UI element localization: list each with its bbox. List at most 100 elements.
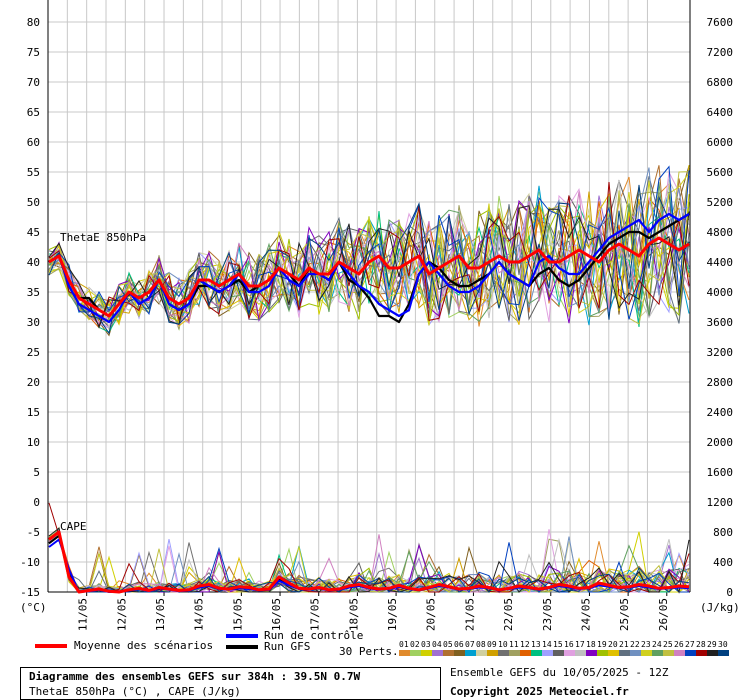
right-tick-label: 2000 — [707, 436, 734, 449]
right-tick-label: 4400 — [707, 256, 734, 269]
pert-color-swatch — [542, 650, 553, 656]
right-tick-label: 5200 — [707, 196, 734, 209]
left-tick-label: 15 — [27, 406, 40, 419]
right-tick-label: 6000 — [707, 136, 734, 149]
pert-color-swatch — [608, 650, 619, 656]
right-axis-unit: (J/kg) — [700, 601, 740, 614]
pert-color-swatch — [399, 650, 410, 656]
cape-annotation: CAPE — [60, 520, 87, 533]
pert-id-label: 17 — [575, 640, 585, 649]
perts-legend-label: 30 Perts. — [339, 645, 399, 658]
pert-id-label: 07 — [465, 640, 475, 649]
copyright: Copyright 2025 Meteociel.fr — [450, 685, 629, 698]
pert-thetae-line — [48, 205, 690, 329]
pert-id-label: 06 — [454, 640, 464, 649]
right-tick-label: 7600 — [707, 16, 734, 29]
left-tick-label: 65 — [27, 106, 40, 119]
thetae-annotation: ThetaE 850hPa — [60, 231, 146, 244]
pert-color-swatch — [674, 650, 685, 656]
pert-color-swatch — [421, 650, 432, 656]
pert-color-swatch — [443, 650, 454, 656]
pert-id-label: 12 — [520, 640, 530, 649]
x-tick-label: 14/05 — [193, 598, 206, 631]
pert-thetae-line — [48, 171, 690, 325]
pert-thetae-line — [48, 184, 690, 335]
pert-id-label: 28 — [696, 640, 706, 649]
pert-color-swatch — [487, 650, 498, 656]
pert-color-swatch — [498, 650, 509, 656]
pert-id-label: 08 — [476, 640, 486, 649]
pert-id-label: 24 — [652, 640, 662, 649]
pert-id-label: 15 — [553, 640, 563, 649]
pert-color-swatch — [553, 650, 564, 656]
x-tick-label: 13/05 — [154, 598, 167, 631]
pert-color-swatch — [476, 650, 487, 656]
x-axis-ticks: 11/05 12/05 13/05 14/05 15/05 16/05 17/05 18/05… — [77, 592, 670, 631]
x-tick-label: 12/05 — [115, 598, 128, 631]
pert-id-label: 14 — [542, 640, 552, 649]
pert-color-swatch — [432, 650, 443, 656]
pert-color-swatch — [564, 650, 575, 656]
left-tick-label: 35 — [27, 286, 40, 299]
left-tick-label: 0 — [33, 496, 40, 509]
left-tick-label: 5 — [33, 466, 40, 479]
pert-id-label: 09 — [487, 640, 497, 649]
gfs-legend-label: Run GFS — [264, 640, 311, 653]
right-tick-label: 1600 — [707, 466, 734, 479]
pert-id-label: 01 — [399, 640, 409, 649]
pert-id-label: 02 — [410, 640, 420, 649]
pert-id-label: 30 — [718, 640, 728, 649]
right-tick-label: 5600 — [707, 166, 734, 179]
left-tick-label: 55 — [27, 166, 40, 179]
right-tick-label: 2400 — [707, 406, 734, 419]
pert-color-swatch — [531, 650, 542, 656]
pert-id-label: 20 — [608, 640, 618, 649]
x-tick-label: 19/05 — [386, 598, 399, 631]
pert-color-swatch — [685, 650, 696, 656]
left-tick-label: 75 — [27, 46, 40, 59]
right-tick-label: 7200 — [707, 46, 734, 59]
right-tick-label: 400 — [713, 556, 733, 569]
pert-color-swatch — [454, 650, 465, 656]
x-tick-label: 17/05 — [309, 598, 322, 631]
left-tick-label: 25 — [27, 346, 40, 359]
pert-color-swatch — [465, 650, 476, 656]
pert-id-label: 22 — [630, 640, 640, 649]
right-tick-label: 4000 — [707, 286, 734, 299]
main-series-lines — [48, 212, 690, 594]
pert-id-label: 26 — [674, 640, 684, 649]
right-tick-label: 4800 — [707, 226, 734, 239]
x-tick-label: 26/05 — [657, 598, 670, 631]
right-tick-label: 6800 — [707, 76, 734, 89]
pert-id-label: 10 — [498, 640, 508, 649]
right-tick-label: 6400 — [707, 106, 734, 119]
left-tick-label: 60 — [27, 136, 40, 149]
left-tick-label: 20 — [27, 376, 40, 389]
pert-id-label: 21 — [619, 640, 629, 649]
x-tick-label: 20/05 — [425, 598, 438, 631]
left-tick-label: 70 — [27, 76, 40, 89]
x-tick-label: 23/05 — [541, 598, 554, 631]
pert-color-swatch — [520, 650, 531, 656]
x-tick-label: 25/05 — [618, 598, 631, 631]
right-tick-label: 1200 — [707, 496, 734, 509]
pert-color-swatch — [696, 650, 707, 656]
x-tick-label: 15/05 — [231, 598, 244, 631]
pert-color-swatch — [630, 650, 641, 656]
control-swatch — [226, 634, 258, 638]
pert-thetae-line — [48, 175, 690, 327]
right-axis-ticks: 7600 7200 6800 6400 6000 5600 5200 4800 4400 4000… — [707, 16, 734, 599]
left-tick-label: 40 — [27, 256, 40, 269]
left-tick-label: 10 — [27, 436, 40, 449]
x-tick-label: 11/05 — [77, 598, 90, 631]
run-info: Ensemble GEFS du 10/05/2025 - 12Z — [450, 666, 669, 679]
x-tick-label: 21/05 — [463, 598, 476, 631]
x-tick-label: 18/05 — [347, 598, 360, 631]
pert-id-label: 27 — [685, 640, 695, 649]
info-box: Diagramme des ensembles GEFS sur 384h : … — [20, 667, 441, 700]
chart-subtitle: ThetaE 850hPa (°C) , CAPE (J/kg) — [29, 685, 241, 698]
pert-id-label: 29 — [707, 640, 717, 649]
right-tick-label: 3600 — [707, 316, 734, 329]
